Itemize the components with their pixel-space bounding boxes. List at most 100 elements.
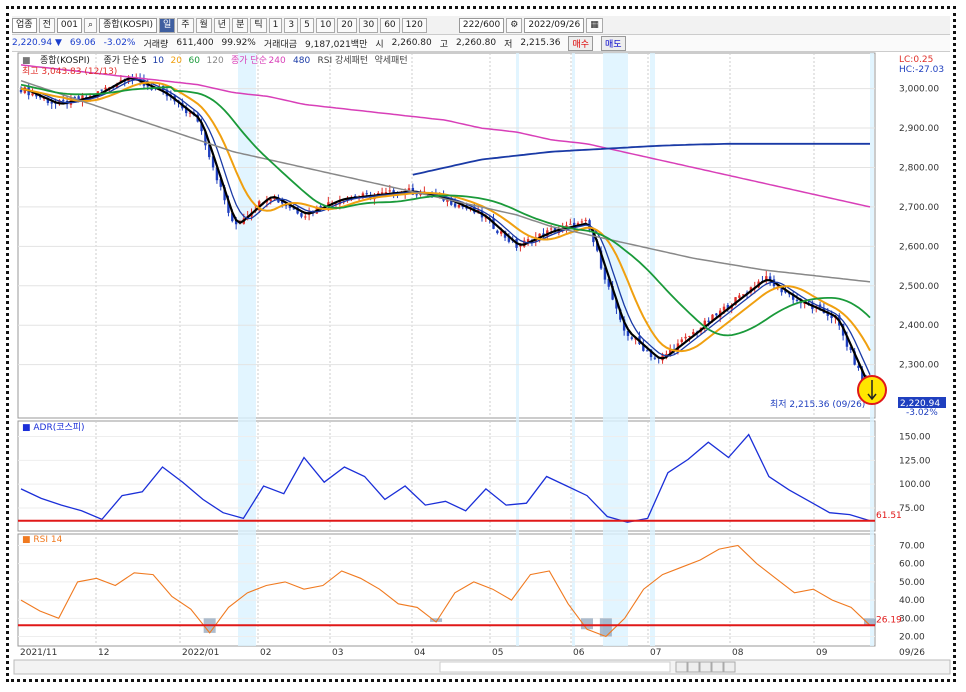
rsi-y-tick: 20.00 (899, 633, 925, 643)
amount-value: 9,187,021백만 (305, 39, 368, 50)
calendar-icon[interactable]: ▦ (586, 17, 603, 33)
candle-body (722, 306, 726, 311)
amount-label: 거래대금 (263, 39, 297, 50)
candle-body (688, 336, 691, 338)
current-price: 2,220.94 ▼ (12, 38, 62, 48)
candle-body (92, 94, 96, 97)
price-legend-item: 10 (153, 56, 165, 66)
candle-body (281, 200, 284, 204)
period-day-button[interactable]: 일 (158, 17, 176, 33)
candle-body (711, 314, 714, 322)
candle-body (50, 102, 53, 104)
minute-120-button[interactable]: 120 (401, 17, 427, 33)
minute-1-button[interactable]: 1 (268, 17, 283, 33)
period-month-button[interactable]: 월 (195, 17, 212, 33)
pane-border-2 (17, 533, 876, 647)
candle-body (100, 89, 103, 91)
low-annotation: 최저 2,215.36 (09/26) (770, 399, 865, 410)
candle-body (669, 349, 672, 354)
minute-60-button[interactable]: 60 (380, 17, 400, 33)
candle-body (419, 193, 422, 196)
period-tick-button[interactable]: 틱 (250, 17, 267, 33)
candle-body (58, 100, 61, 104)
last-rate-label: -3.02% (906, 408, 938, 418)
period-week-button[interactable]: 주 (177, 17, 194, 33)
candle-body (549, 228, 553, 230)
index-name-field[interactable]: 종합(KOSPI) (99, 17, 157, 33)
price-legend-item: 480 (293, 56, 310, 66)
open-label: 시 (375, 39, 384, 50)
candle-body (853, 351, 856, 365)
candle-body (645, 350, 649, 352)
candle-body (703, 320, 707, 329)
scroll-thumb (439, 661, 671, 673)
rsi-line (20, 544, 871, 638)
adr-title: ■ ADR(코스피) (22, 422, 85, 433)
candle-body (31, 93, 34, 96)
date-field[interactable]: 2022/09/26 (524, 17, 585, 33)
candle-body (388, 190, 391, 192)
minute-20-button[interactable]: 20 (337, 17, 357, 33)
adr-y-tick: 75.00 (899, 504, 925, 514)
minute-10-button[interactable]: 10 (315, 17, 336, 33)
price-legend-item: 종가 단순 (104, 55, 140, 66)
nav-button (687, 661, 700, 673)
quote-bar: 2,220.94 ▼ 69.06 -3.02% 거래량 611,400 99.9… (12, 35, 950, 52)
pattern-band-3 (516, 53, 519, 646)
price-legend-item: ■ (22, 56, 31, 66)
candle-body (742, 294, 745, 296)
down-arrow-icon (867, 380, 877, 401)
rsi-oversold-fill (430, 618, 443, 622)
buy-button[interactable]: 매수 (568, 35, 594, 51)
x-tick-label: 07 (650, 648, 661, 658)
candle-body (62, 99, 65, 101)
x-tick-label: 2021/11 (20, 648, 57, 658)
ma60-line (20, 83, 871, 337)
candle-body (642, 344, 645, 351)
code-type-button[interactable]: 전 (38, 17, 55, 33)
candle-body (603, 267, 607, 280)
rsi-y-tick: 70.00 (899, 541, 925, 551)
minute-5-button[interactable]: 5 (300, 17, 314, 33)
sell-button[interactable]: 매도 (601, 35, 626, 51)
high-annotation: 최고 3,043.83 (12/13) (22, 66, 117, 77)
candle-body (219, 179, 222, 187)
adr-last-label: 61.51 (876, 511, 902, 521)
candle-body (184, 107, 188, 114)
candle-body (857, 365, 860, 368)
candle-body (365, 193, 368, 195)
candle-body (626, 330, 630, 336)
minute-30-button[interactable]: 30 (358, 17, 379, 33)
candle-body (507, 236, 511, 242)
adr-y-tick: 125.00 (899, 456, 931, 466)
code-input[interactable]: 001 (56, 17, 83, 33)
count-field[interactable]: 222/600 (458, 17, 505, 33)
settings-icon[interactable]: ⚙ (506, 17, 523, 33)
candle-body (227, 200, 230, 213)
market-select[interactable]: 업종 (12, 17, 37, 33)
price-legend-item: 60 (189, 56, 201, 66)
candle-body (223, 187, 226, 201)
period-minute-button[interactable]: 분 (232, 17, 249, 33)
x-tick-label: 09/26 (899, 648, 925, 658)
adr-y-tick: 150.00 (899, 433, 931, 443)
minute-3-button[interactable]: 3 (284, 17, 299, 33)
x-tick-label: 09 (816, 648, 828, 658)
candle-body (584, 219, 587, 221)
candle-body (77, 96, 80, 100)
price-legend-item: 종가 단순 (231, 55, 267, 66)
change-rate: -3.02% (103, 38, 136, 48)
pane-border-0 (17, 52, 876, 419)
candle-body (630, 337, 634, 339)
period-year-button[interactable]: 년 (213, 17, 231, 33)
candle-body (768, 276, 772, 282)
candle-body (692, 332, 695, 335)
x-tick-label: 05 (492, 648, 503, 658)
candle-body (304, 216, 307, 218)
x-tick-label: 08 (732, 648, 744, 658)
x-tick-label: 06 (573, 648, 585, 658)
candle-body (500, 231, 503, 234)
search-icon[interactable]: ⌕ (84, 17, 98, 33)
candle-body (288, 204, 292, 208)
